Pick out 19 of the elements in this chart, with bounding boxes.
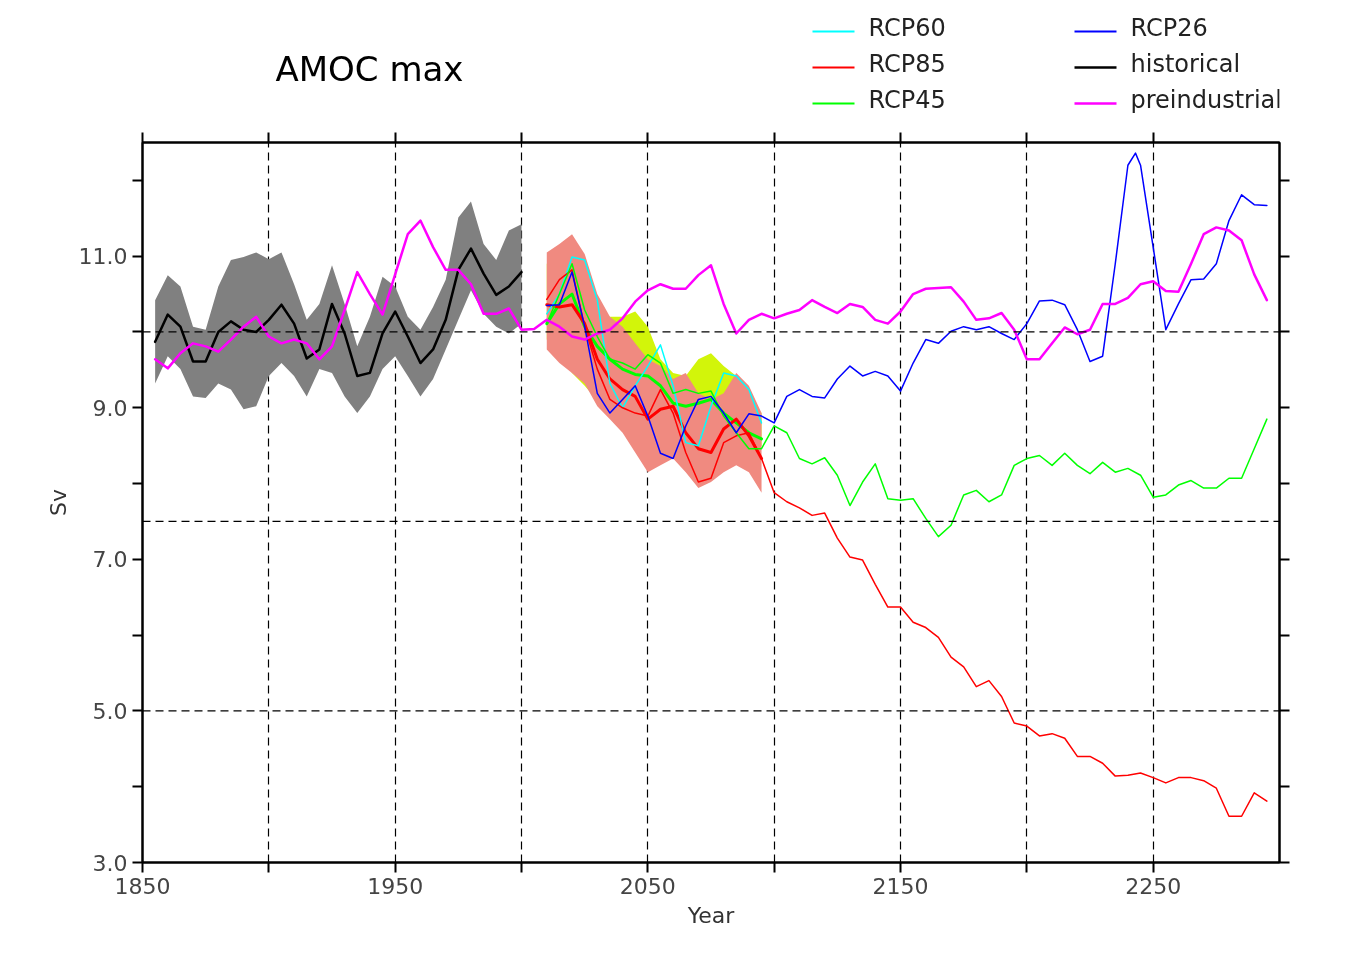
x-tick-label: 1850: [114, 873, 171, 899]
y-tick-label: 3.0: [92, 850, 128, 876]
x-tick-label: 1950: [367, 873, 424, 899]
x-tick-label: 2250: [1125, 873, 1182, 899]
y-tick-label: 5.0: [92, 698, 128, 724]
chart-title: AMOC max: [275, 48, 464, 89]
y-tick-label: 9.0: [92, 395, 128, 421]
legend-label: historical: [1130, 49, 1241, 78]
legend-label: RCP85: [868, 49, 946, 78]
legend-label: RCP60: [868, 13, 946, 42]
y-tick-label: 11.0: [78, 244, 128, 270]
legend-label: RCP45: [868, 85, 946, 114]
x-tick-label: 2150: [872, 873, 929, 899]
legend-label: RCP26: [1130, 13, 1208, 42]
y-axis-title: Sv: [45, 489, 71, 516]
x-axis-title: Year: [686, 902, 736, 928]
x-tick-label: 2050: [619, 873, 676, 899]
y-tick-label: 7.0: [92, 547, 128, 573]
legend-label: preindustrial: [1130, 85, 1282, 114]
